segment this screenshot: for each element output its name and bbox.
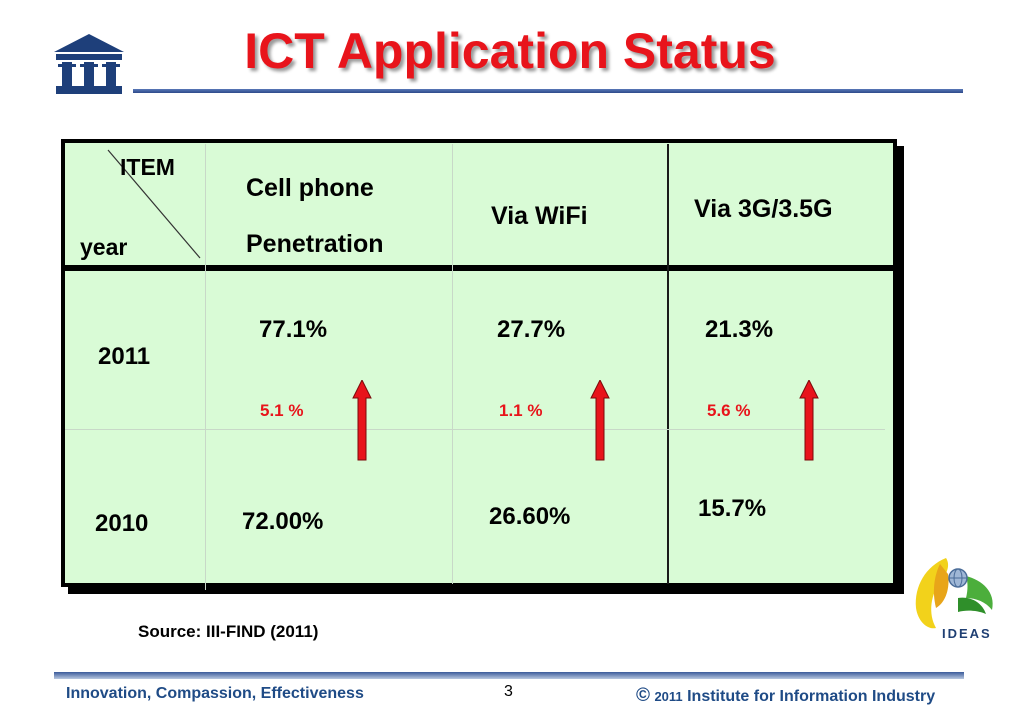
title-underline bbox=[133, 89, 963, 93]
ideas-logo-text: IDEAS bbox=[942, 626, 992, 641]
header-separator bbox=[61, 265, 897, 271]
column-header-3g: Via 3G/3.5G bbox=[694, 195, 833, 223]
column-header-cell-phone: Cell phone bbox=[246, 174, 374, 202]
corner-diagonal bbox=[107, 149, 201, 259]
change-cell-phone: 5.1 % bbox=[260, 401, 304, 420]
page-number: 3 bbox=[504, 683, 513, 700]
page-title: ICT Application Status bbox=[244, 23, 776, 79]
source-note: Source: III-FIND (2011) bbox=[138, 622, 319, 641]
change-3g: 5.6 % bbox=[707, 401, 751, 420]
iii-building-logo bbox=[54, 34, 124, 94]
copyright-org: Institute for Information Industry bbox=[687, 688, 936, 705]
footer-tagline: Innovation, Compassion, Effectiveness bbox=[66, 685, 364, 702]
value-2010-3g: 15.7% bbox=[698, 495, 767, 522]
copyright-symbol: © bbox=[636, 685, 650, 706]
change-wifi: 1.1 % bbox=[499, 401, 543, 420]
footer-rule bbox=[54, 672, 964, 679]
footer-copyright: © 2011 Institute for Information Industr… bbox=[636, 685, 935, 707]
value-2010-wifi: 26.60% bbox=[489, 503, 571, 530]
value-2010-cell-phone: 72.00% bbox=[242, 508, 324, 535]
up-arrow-icon bbox=[352, 380, 372, 461]
status-table bbox=[61, 139, 897, 587]
up-arrow-icon bbox=[799, 380, 819, 461]
value-2011-cell-phone: 77.1% bbox=[259, 316, 328, 343]
up-arrow-icon bbox=[590, 380, 610, 461]
corner-item-label: ITEM bbox=[120, 154, 175, 180]
copyright-year: 2011 bbox=[654, 689, 683, 704]
row-year-2011: 2011 bbox=[98, 343, 151, 370]
row-year-2010: 2010 bbox=[95, 510, 149, 537]
column-divider bbox=[452, 144, 453, 584]
ideas-logo bbox=[915, 558, 993, 629]
column-header-wifi: Via WiFi bbox=[491, 202, 588, 230]
value-2011-wifi: 27.7% bbox=[497, 316, 566, 343]
row-divider bbox=[65, 429, 885, 430]
value-2011-3g: 21.3% bbox=[705, 316, 774, 343]
column-header-cell-phone-line2: Penetration bbox=[246, 230, 384, 258]
corner-year-label: year bbox=[80, 234, 128, 260]
column-divider bbox=[667, 144, 669, 584]
column-divider bbox=[205, 144, 206, 590]
